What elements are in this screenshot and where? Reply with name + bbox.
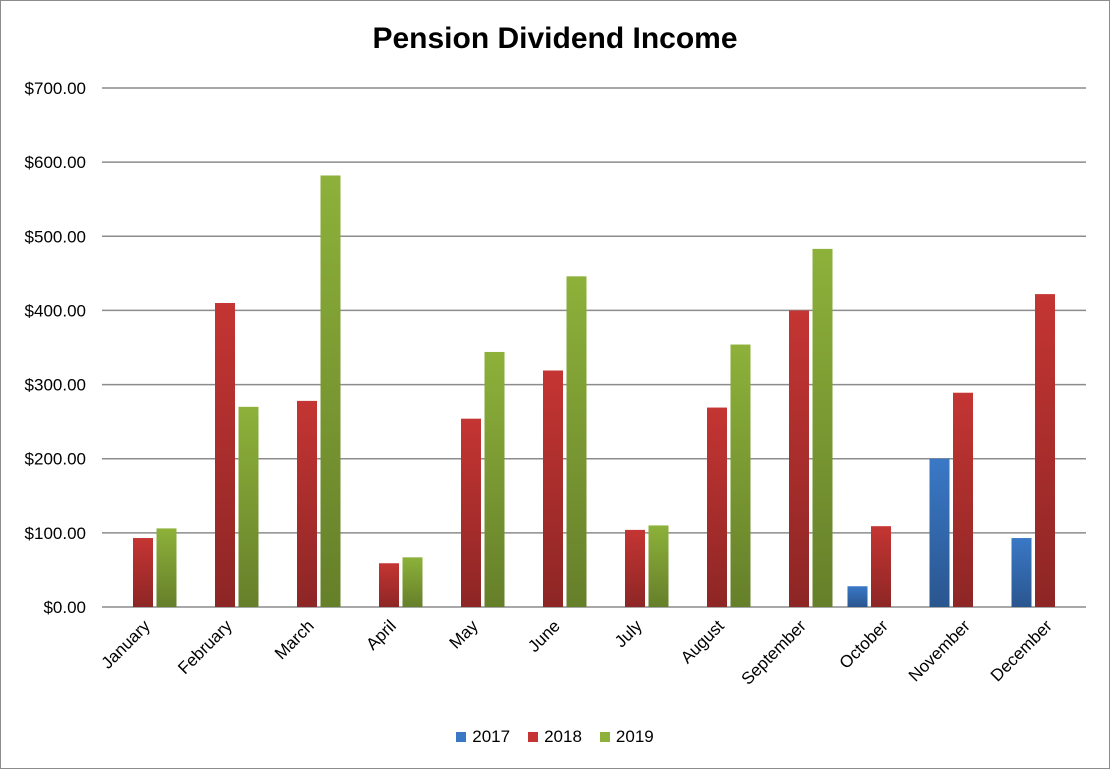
x-tick-label: November — [905, 616, 974, 685]
bar-2019-february — [238, 406, 259, 607]
y-tick-label: $600.00 — [25, 153, 86, 172]
x-tick-label: June — [524, 616, 564, 656]
y-tick-label: $400.00 — [25, 301, 86, 320]
y-tick-label: $500.00 — [25, 227, 86, 246]
bar-2018-august — [707, 407, 727, 607]
bar-2019-april — [402, 557, 423, 607]
bar-2018-december — [1035, 294, 1055, 607]
y-tick-label: $200.00 — [25, 450, 86, 469]
x-tick-label: August — [677, 616, 728, 667]
legend-label: 2017 — [472, 727, 511, 746]
chart-title: Pension Dividend Income — [372, 22, 738, 55]
bar-2019-january — [156, 528, 177, 607]
y-tick-label: $100.00 — [25, 524, 86, 543]
legend-swatch — [456, 732, 467, 742]
x-tick-label: September — [738, 616, 810, 688]
bar-2018-november — [953, 392, 973, 607]
x-tick-label: March — [271, 616, 318, 663]
bar-2017-november — [929, 458, 950, 607]
bar-2018-july — [625, 529, 645, 607]
bar-2018-april — [379, 563, 399, 607]
x-tick-label: October — [836, 616, 892, 672]
x-tick-label: February — [174, 616, 236, 678]
y-tick-label: $0.00 — [43, 598, 86, 617]
bar-2019-september — [812, 248, 833, 607]
bar-2019-may — [484, 351, 505, 607]
x-tick-label: April — [362, 616, 399, 653]
bar-2018-september — [789, 310, 809, 607]
y-tick-label: $700.00 — [25, 79, 86, 98]
x-tick-label: January — [98, 616, 155, 673]
legend-item-2017: 2017 — [456, 727, 510, 747]
bar-2018-june — [543, 370, 563, 607]
bar-2018-february — [215, 303, 235, 607]
legend-item-2018: 2018 — [528, 727, 582, 747]
bar-2019-august — [730, 344, 751, 607]
bar-2018-may — [461, 418, 481, 607]
bar-2019-june — [566, 276, 587, 607]
bar-2018-january — [133, 538, 153, 607]
bar-2017-december — [1011, 538, 1032, 607]
bar-2018-march — [297, 400, 317, 607]
x-tick-label: May — [446, 616, 482, 652]
bar-2019-march — [320, 175, 341, 607]
bar-2017-october — [847, 586, 868, 607]
legend-label: 2019 — [615, 727, 654, 746]
x-tick-label: July — [611, 616, 646, 651]
legend-label: 2018 — [544, 727, 582, 746]
chart-legend: 2017 2018 2019 — [0, 727, 1110, 747]
legend-swatch — [528, 732, 539, 742]
x-tick-label: December — [987, 616, 1056, 685]
legend-item-2019: 2019 — [599, 727, 654, 747]
legend-swatch — [599, 732, 610, 742]
bar-2018-october — [871, 526, 891, 607]
bar-2019-july — [648, 525, 669, 607]
y-tick-label: $300.00 — [25, 376, 86, 395]
